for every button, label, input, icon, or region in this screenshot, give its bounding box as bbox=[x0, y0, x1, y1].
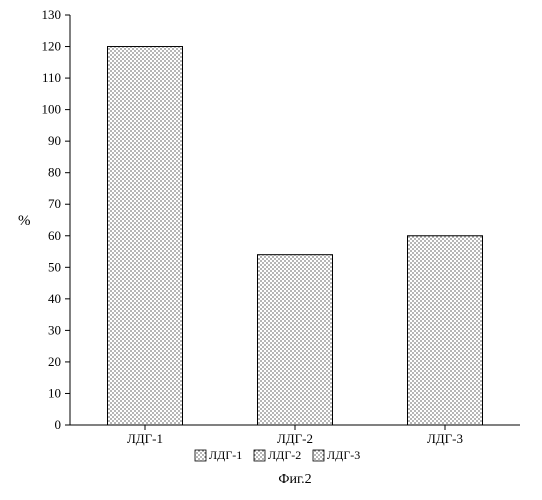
y-tick-label: 120 bbox=[42, 39, 62, 54]
y-tick-label: 130 bbox=[42, 7, 62, 22]
y-tick-label: 70 bbox=[48, 196, 61, 211]
legend-label: ЛДГ-3 bbox=[327, 448, 360, 462]
x-tick-label: ЛДГ-3 bbox=[427, 431, 463, 446]
bar bbox=[408, 236, 483, 425]
y-tick-label: 110 bbox=[42, 70, 61, 85]
y-tick-label: 20 bbox=[48, 354, 61, 369]
chart-svg: 0 10 20 30 40 50 60 70 80 90 100 110 120 130% ЛДГ-1 ЛДГ… bbox=[0, 0, 542, 500]
y-tick-label: 60 bbox=[48, 228, 61, 243]
y-tick-label: 0 bbox=[55, 417, 62, 432]
y-tick-label: 50 bbox=[48, 259, 61, 274]
legend-swatch bbox=[254, 450, 265, 461]
y-tick-label: 10 bbox=[48, 385, 61, 400]
figure-caption: Фиг.2 bbox=[278, 472, 311, 487]
bar bbox=[108, 47, 183, 425]
x-tick-label: ЛДГ-2 bbox=[277, 431, 313, 446]
y-tick-label: 80 bbox=[48, 165, 61, 180]
y-tick-label: 100 bbox=[42, 102, 62, 117]
bar-chart: 0 10 20 30 40 50 60 70 80 90 100 110 120 130% ЛДГ-1 ЛДГ… bbox=[0, 0, 542, 500]
y-tick-label: 30 bbox=[48, 322, 61, 337]
y-tick-label: 90 bbox=[48, 133, 61, 148]
y-axis-label: % bbox=[18, 213, 31, 229]
y-tick-label: 40 bbox=[48, 291, 61, 306]
x-tick-label: ЛДГ-1 bbox=[127, 431, 163, 446]
legend-swatch bbox=[313, 450, 324, 461]
legend-label: ЛДГ-1 bbox=[209, 448, 242, 462]
legend-swatch bbox=[195, 450, 206, 461]
bar bbox=[258, 255, 333, 425]
legend-label: ЛДГ-2 bbox=[268, 448, 301, 462]
